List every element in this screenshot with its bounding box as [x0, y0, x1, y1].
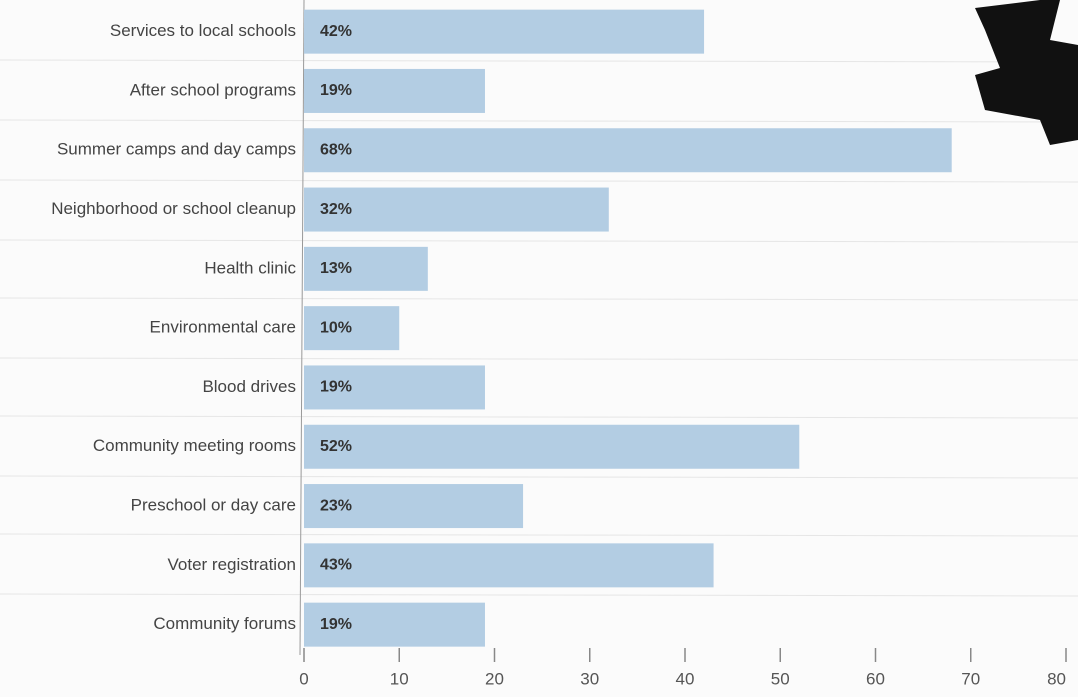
category-label: Community meeting rooms [93, 436, 296, 455]
category-label: Environmental care [150, 318, 296, 337]
category-label: Summer camps and day camps [57, 140, 296, 159]
x-tick-label: 50 [771, 669, 790, 688]
value-label: 43% [320, 557, 352, 574]
value-label: 32% [320, 201, 352, 218]
category-label: Preschool or day care [131, 496, 296, 515]
decoration [975, 0, 1078, 145]
x-tick-label: 10 [390, 669, 409, 688]
value-label: 19% [320, 82, 352, 99]
category-label: Voter registration [167, 555, 296, 574]
x-tick-label: 60 [866, 669, 885, 688]
bar [304, 543, 714, 588]
bar [304, 365, 485, 410]
value-label: 23% [320, 497, 352, 514]
category-label: Community forums [153, 614, 296, 633]
category-label: Health clinic [204, 258, 296, 277]
x-tick-label: 70 [961, 669, 980, 688]
axis-line [299, 0, 305, 656]
category-label: Blood drives [202, 377, 296, 396]
value-label: 42% [320, 23, 352, 40]
category-label: Services to local schools [110, 21, 296, 40]
category-label: After school programs [130, 80, 296, 99]
bar [304, 128, 952, 173]
bar [304, 68, 485, 113]
value-label: 68% [320, 141, 352, 158]
value-label: 19% [320, 379, 352, 396]
background-rules [0, 59, 1078, 597]
value-label: 52% [320, 438, 352, 455]
bar [304, 306, 400, 351]
bar [304, 187, 609, 232]
x-tick-label: 0 [299, 669, 308, 688]
value-label: 13% [320, 260, 352, 277]
value-label: 10% [320, 319, 352, 336]
bar [304, 484, 524, 529]
x-tick-label: 30 [580, 669, 599, 688]
bar [304, 9, 705, 54]
x-tick-label: 40 [676, 669, 695, 688]
x-tick-label: 20 [485, 669, 504, 688]
category-label: Neighborhood or school cleanup [51, 199, 296, 218]
value-label: 19% [320, 616, 352, 633]
bar [304, 246, 428, 291]
x-tick-label: 80 [1047, 669, 1066, 688]
bar [304, 424, 800, 469]
bar [304, 602, 485, 647]
